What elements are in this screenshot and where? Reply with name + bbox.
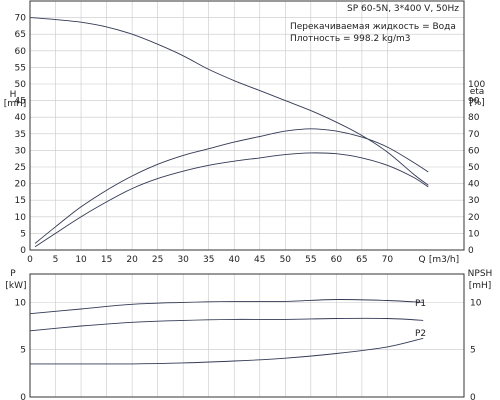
p-axis-unit: [kW] <box>5 281 26 291</box>
h-tick-label: 55 <box>15 63 26 73</box>
p-axis-label: P <box>10 269 16 279</box>
density-info-line: Плотность = 998.2 kg/m3 <box>290 34 411 44</box>
bottom-grid <box>29 274 464 397</box>
h-tick-label: 60 <box>15 47 27 57</box>
x-tick-label: 55 <box>305 255 316 265</box>
h-tick-label: 15 <box>15 196 26 206</box>
eta-tick-label: 40 <box>468 180 480 190</box>
h-tick-label: 10 <box>15 213 27 223</box>
p-tick-label: 10 <box>15 298 27 308</box>
npsh-tick-label: 5 <box>470 346 476 356</box>
h-tick-label: 50 <box>15 80 27 90</box>
eta-tick-label: 70 <box>468 130 480 140</box>
x-tick-label: 65 <box>356 255 367 265</box>
bottom-tick-labels: 0 5 10 0 5 10 <box>15 298 482 400</box>
h-tick-label: 65 <box>15 30 26 40</box>
h-tick-label: 35 <box>15 130 26 140</box>
series-label-p1: P1 <box>415 299 426 309</box>
npsh-tick-label: 0 <box>470 393 476 400</box>
curve-p1 <box>29 299 424 315</box>
h-tick-label: 70 <box>15 14 27 24</box>
h-tick-label: 25 <box>15 163 26 173</box>
q-axis-unit: [m3/h] <box>429 255 459 265</box>
eta-tick-label: 80 <box>468 113 480 123</box>
x-tick-label: 30 <box>177 255 189 265</box>
eta-tick-label: 20 <box>468 213 480 223</box>
curve-eta <box>34 152 429 248</box>
curve-upper <box>34 128 429 244</box>
p-tick-label: 5 <box>20 346 26 356</box>
x-tick-label: 40 <box>229 255 241 265</box>
curve-p2 <box>29 317 424 332</box>
eta-tick-label: 10 <box>468 229 480 239</box>
npsh-axis-unit: [mH] <box>469 281 492 291</box>
h-tick-label: 0 <box>20 246 26 256</box>
h-tick-label: 5 <box>20 229 26 239</box>
p-tick-label: 0 <box>20 393 26 400</box>
npsh-tick-label: 10 <box>470 298 482 308</box>
top-grid <box>29 1 464 251</box>
x-tick-label: 0 <box>27 255 33 265</box>
h-tick-label: 45 <box>15 97 26 107</box>
h-tick-label: 40 <box>15 113 27 123</box>
x-tick-label: 50 <box>280 255 292 265</box>
npsh-axis-label: NPSH <box>468 269 493 279</box>
x-tick-label: 70 <box>382 255 394 265</box>
eta-axis-label: eta <box>470 87 485 97</box>
h-axis-label: H <box>10 90 17 100</box>
eta-axis-unit: [%] <box>469 98 485 108</box>
x-tick-label: 10 <box>75 255 87 265</box>
x-tick-label: 20 <box>126 255 138 265</box>
fluid-info-line: Перекачиваемая жидкость = Вода <box>290 22 456 32</box>
h-tick-label: 30 <box>15 146 27 156</box>
eta-tick-label: 90 <box>468 97 480 107</box>
eta-tick-label: 60 <box>468 146 480 156</box>
h-tick-label: 20 <box>15 180 27 190</box>
bottom-plot-frame <box>29 273 465 398</box>
x-tick-label: 15 <box>101 255 112 265</box>
top-curves <box>29 17 429 248</box>
top-plot-frame <box>29 0 465 251</box>
h-axis-unit: [mH] <box>4 99 27 109</box>
eta-tick-label: 0 <box>468 246 474 256</box>
eta-tick-label: 50 <box>468 163 480 173</box>
curve-npsh <box>30 337 424 365</box>
chart-title: SP 60-5N, 3*400 V, 50Hz <box>347 4 459 14</box>
x-tick-label: 25 <box>152 255 163 265</box>
x-tick-label: 45 <box>254 255 265 265</box>
eta-tick-label: 100 <box>468 80 485 90</box>
series-label-p2: P2 <box>415 329 426 339</box>
q-axis-label: Q <box>418 255 425 265</box>
x-tick-label: 35 <box>203 255 214 265</box>
eta-tick-label: 30 <box>468 196 480 206</box>
x-tick-label: 60 <box>331 255 343 265</box>
top-tick-labels: 0 5 10 15 20 25 30 35 40 45 50 55 60 65 70 0 5 10 15 20 25 30… <box>15 14 486 265</box>
x-tick-label: 5 <box>53 255 59 265</box>
bottom-curves <box>29 299 424 365</box>
